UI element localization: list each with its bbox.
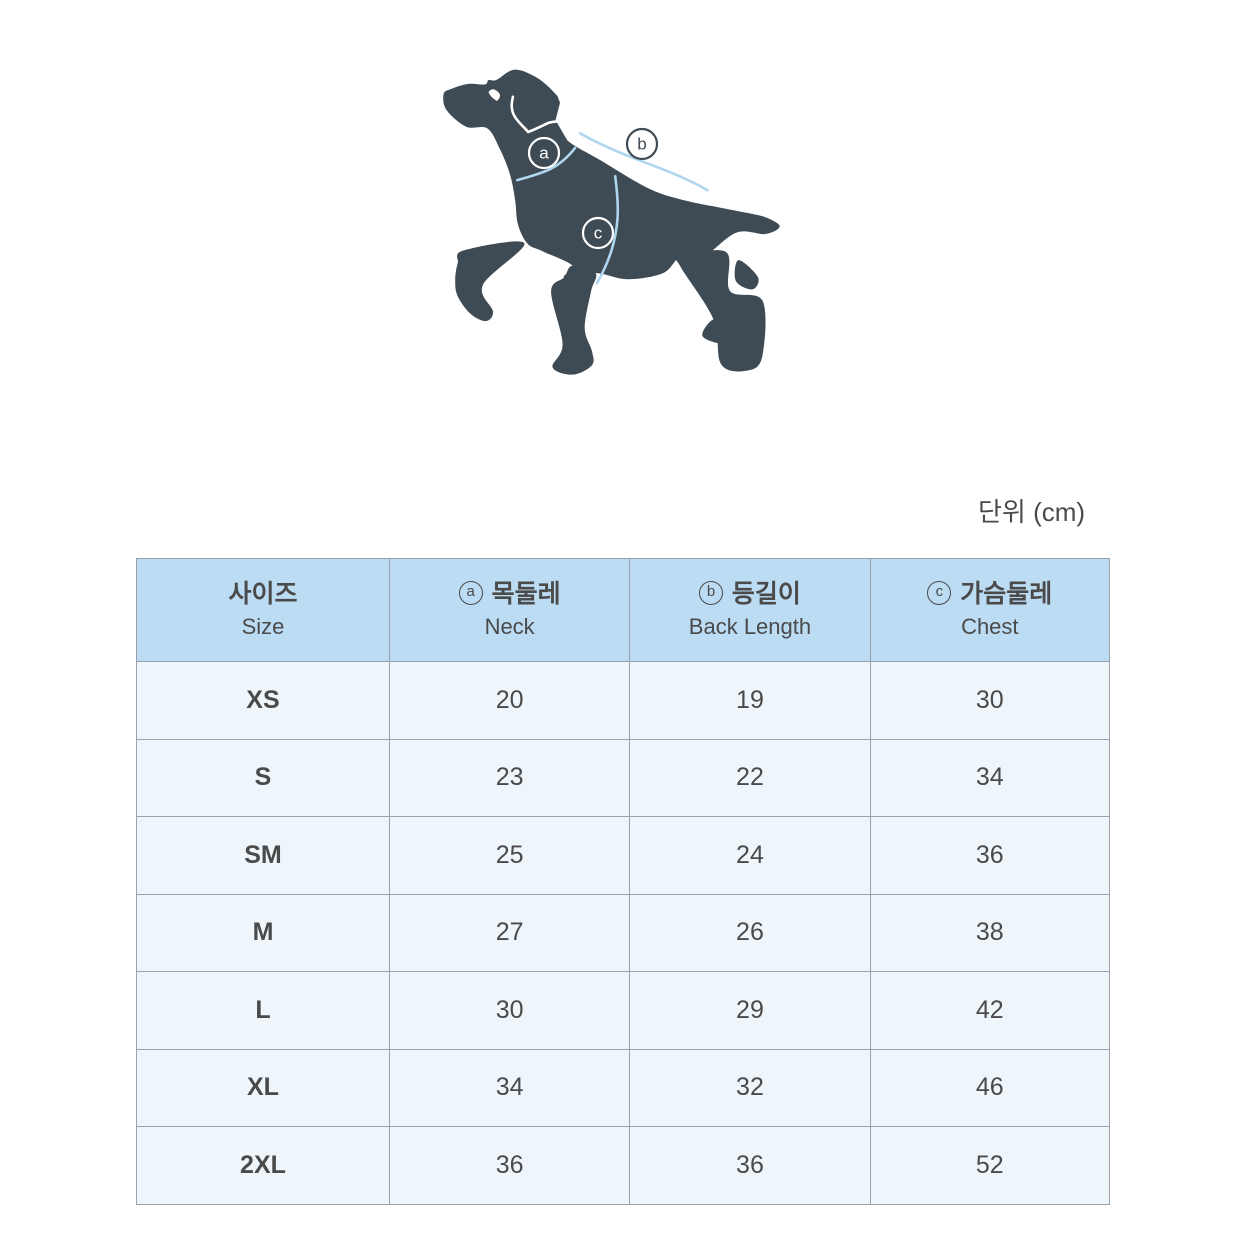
- svg-text:a: a: [539, 144, 549, 163]
- svg-text:c: c: [594, 224, 603, 243]
- svg-text:b: b: [637, 135, 646, 154]
